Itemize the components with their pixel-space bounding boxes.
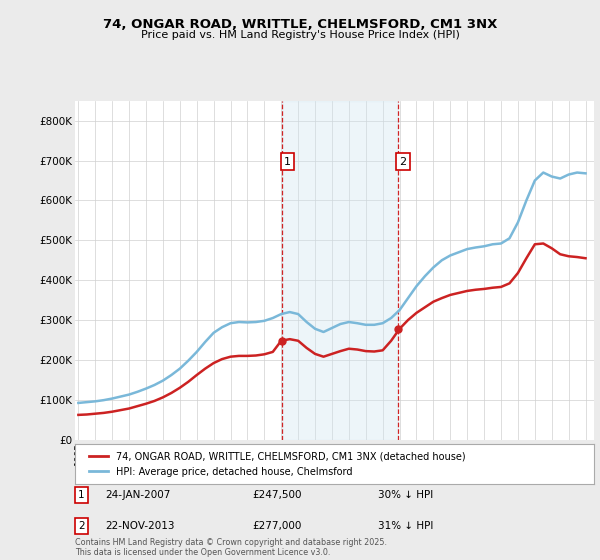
Bar [283,101,398,440]
Text: Price paid vs. HM Land Registry's House Price Index (HPI): Price paid vs. HM Land Registry's House … [140,30,460,40]
Text: 1: 1 [284,157,291,167]
Legend: 74, ONGAR ROAD, WRITTLE, CHELMSFORD, CM1 3NX (detached house), HPI: Average pric: 74, ONGAR ROAD, WRITTLE, CHELMSFORD, CM1… [85,448,470,480]
Text: 31% ↓ HPI: 31% ↓ HPI [378,521,433,531]
Text: 22-NOV-2013: 22-NOV-2013 [105,521,175,531]
Text: £247,500: £247,500 [252,490,302,500]
Text: £277,000: £277,000 [252,521,301,531]
Text: Contains HM Land Registry data © Crown copyright and database right 2025.
This d: Contains HM Land Registry data © Crown c… [75,538,387,557]
Text: 74, ONGAR ROAD, WRITTLE, CHELMSFORD, CM1 3NX: 74, ONGAR ROAD, WRITTLE, CHELMSFORD, CM1… [103,18,497,31]
Text: 24-JAN-2007: 24-JAN-2007 [105,490,170,500]
Text: 30% ↓ HPI: 30% ↓ HPI [378,490,433,500]
Text: 2: 2 [400,157,407,167]
Text: 1: 1 [78,490,85,500]
Text: 2: 2 [78,521,85,531]
